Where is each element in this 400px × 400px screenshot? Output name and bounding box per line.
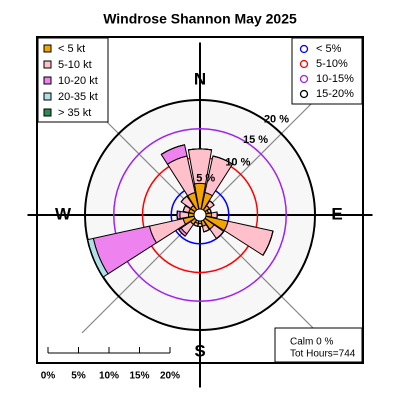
ring-legend-label: 15-20% <box>316 88 354 100</box>
ring <box>84 99 316 331</box>
ring <box>113 128 287 302</box>
info-box <box>274 327 363 363</box>
legend-swatch <box>43 60 52 69</box>
center-hole <box>193 208 207 222</box>
scale-label: 20% <box>160 371 180 382</box>
legend-swatch <box>43 108 52 117</box>
ring-legend-label: < 5% <box>316 43 342 55</box>
wedge <box>212 155 233 165</box>
wedge <box>193 224 198 227</box>
wedge <box>180 195 188 203</box>
ring-legend-box <box>291 37 363 105</box>
ring-legend-marker <box>299 44 309 54</box>
calm-text: Calm 0 % <box>290 337 333 348</box>
ring-legend-label: 5-10% <box>316 58 348 70</box>
legend-label: < 5 kt <box>58 43 85 55</box>
plot: 5 % 10 % 15 % 20 % N E S W <box>27 42 373 388</box>
compass-label: N <box>194 69 206 88</box>
wedge <box>209 208 212 213</box>
wedge <box>210 211 218 219</box>
compass-label: W <box>55 204 72 223</box>
ring-label: 15 % <box>243 134 268 146</box>
scale-label: 10% <box>99 371 119 382</box>
legend-label: 10-20 kt <box>58 75 98 87</box>
ring-legend-marker <box>299 89 309 99</box>
ring-label: 5 % <box>196 173 215 185</box>
legend-swatch <box>43 92 52 101</box>
legend-swatch <box>43 76 52 85</box>
ring-legend-marker <box>299 59 309 69</box>
legend-swatch <box>43 44 52 53</box>
ring-label: 20 % <box>264 114 289 126</box>
legend-label: > 35 kt <box>58 107 91 119</box>
wedge <box>203 229 210 233</box>
scale-label: 15% <box>129 371 149 382</box>
ring-legend-marker <box>299 74 309 84</box>
legend-label: 20-35 kt <box>58 91 98 103</box>
legend-label: 5-10 kt <box>58 59 92 71</box>
chart-title: Windrose Shannon May 2025 <box>103 11 297 27</box>
wedge <box>87 239 104 278</box>
total-text: Tot Hours=744 <box>290 349 356 360</box>
ring-legend-label: 10-15% <box>316 73 354 85</box>
scale-label: 0% <box>41 371 56 382</box>
scale-label: 5% <box>71 371 86 382</box>
ring-label: 10 % <box>225 156 250 168</box>
compass-label: E <box>331 204 342 223</box>
compass-label: S <box>194 341 205 360</box>
